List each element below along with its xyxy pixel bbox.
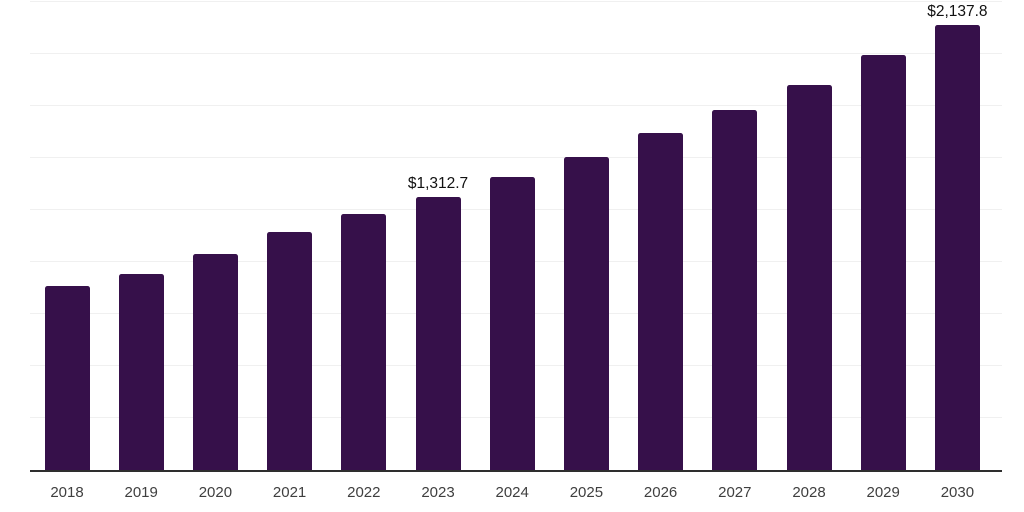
x-tick-label-2023: 2023	[421, 484, 455, 501]
gridline-1750	[30, 105, 1002, 106]
x-tick-label-2018: 2018	[50, 484, 84, 501]
bar-value-label-2023: $1,312.7	[407, 174, 469, 192]
x-tick-label-2019: 2019	[124, 484, 158, 501]
bar-2024	[489, 177, 535, 470]
bar-2018	[44, 285, 90, 470]
bar-2020	[192, 254, 238, 470]
gridline-2250	[30, 1, 1002, 2]
bar-2019	[118, 273, 164, 470]
gridline-1500	[30, 157, 1002, 158]
x-tick-label-2020: 2020	[198, 484, 233, 501]
x-axis: 2018 2019 2020 2021 2022 2023 2024 2025 2026 2027…	[30, 484, 1002, 504]
gridline-2000	[30, 53, 1002, 54]
bar-2023	[415, 196, 461, 470]
x-tick-label-2026: 2026	[643, 484, 678, 501]
bar-2028	[786, 84, 832, 470]
x-tick-label-2028: 2028	[792, 484, 826, 501]
bar-2022	[341, 214, 387, 470]
x-tick-label-2029: 2029	[866, 484, 900, 501]
bar-2021	[267, 232, 313, 470]
bar-2029	[860, 55, 906, 470]
x-tick-label-2021: 2021	[272, 484, 307, 501]
x-tick-label-2025: 2025	[569, 484, 604, 501]
x-tick-label-2024: 2024	[495, 484, 529, 501]
x-tick-label-2027: 2027	[718, 484, 752, 501]
x-axis-line	[30, 470, 1002, 472]
x-tick-label-2030: 2030	[940, 484, 975, 501]
bar-2027	[712, 110, 758, 470]
bar-2026	[638, 133, 684, 470]
bar-value-label-2030: $2,137.8	[927, 3, 988, 21]
x-tick-label-2022: 2022	[347, 484, 381, 501]
bar-2025	[563, 156, 609, 470]
plot-area: $1,312.7 $2,137.8	[30, 1, 1002, 472]
bar-2030	[934, 25, 980, 470]
